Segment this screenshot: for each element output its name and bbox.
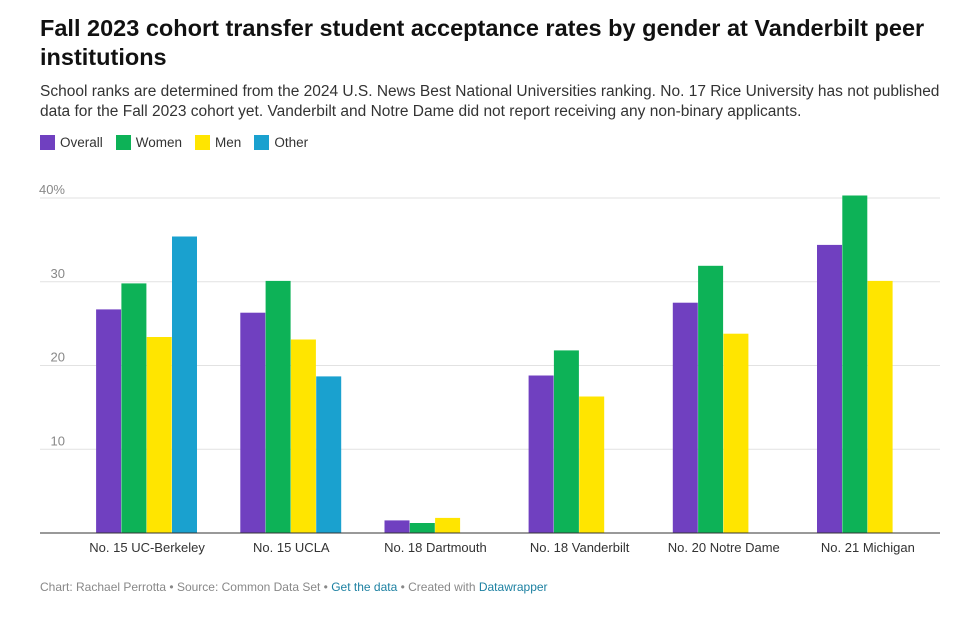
bar-other[interactable] [172, 236, 197, 534]
legend-label: Men [215, 135, 242, 150]
bar-overall[interactable] [817, 244, 842, 533]
bar-other[interactable] [316, 376, 342, 533]
bar-men[interactable] [146, 337, 172, 533]
bar-overall[interactable] [96, 309, 122, 533]
y-tick-label: 20 [51, 350, 65, 365]
y-tick-label: 40% [39, 182, 65, 197]
footer-credit: Chart: Rachael Perrotta [40, 580, 167, 594]
x-tick-label: No. 20 Notre Dame [668, 540, 780, 555]
footer-separator: • [320, 580, 332, 594]
bar-overall[interactable] [384, 520, 410, 533]
footer-source: Source: Common Data Set [176, 580, 321, 594]
get-data-link[interactable]: Get the data [331, 580, 398, 594]
bar-men[interactable] [290, 339, 316, 534]
y-tick-label: 10 [51, 433, 65, 448]
bars [96, 195, 893, 534]
x-tick-label: No. 21 Michigan [821, 540, 915, 555]
axes: No. 15 UC-Berkeley No. 15 UCLA No. 18 Dart… [40, 532, 940, 555]
legend-swatch [254, 135, 270, 150]
bar-overall[interactable] [672, 302, 698, 533]
legend-label: Other [274, 135, 309, 150]
legend-swatch [115, 135, 131, 150]
bar-women[interactable] [265, 280, 291, 533]
x-tick-label: No. 15 UCLA [253, 540, 330, 555]
bar-women[interactable] [842, 195, 868, 534]
footer-created-with: Created with [408, 580, 479, 594]
legend: Overall Women Men Other [40, 135, 308, 150]
bar-overall[interactable] [240, 312, 266, 533]
legend-item-men: Men [195, 135, 241, 150]
chart-subtitle: School ranks are determined from the 202… [40, 83, 940, 120]
chart-footer: Chart: Rachael Perrotta • Source: Common… [40, 580, 548, 594]
bar-women[interactable] [553, 350, 579, 533]
chart-title: Fall 2023 cohort transfer student accept… [40, 15, 925, 70]
bar-men[interactable] [435, 517, 461, 533]
bar-overall[interactable] [528, 375, 554, 534]
x-tick-label: No. 18 Vanderbilt [530, 540, 630, 555]
bar-men[interactable] [867, 280, 893, 533]
datawrapper-link[interactable]: Datawrapper [478, 580, 548, 594]
x-tick-label: No. 15 UC-Berkeley [89, 540, 205, 555]
bar-women[interactable] [409, 523, 435, 533]
legend-label: Overall [60, 135, 103, 150]
bar-women[interactable] [121, 283, 147, 533]
legend-label: Women [135, 135, 183, 150]
legend-swatch [40, 135, 55, 150]
legend-item-overall: Overall [40, 135, 103, 150]
footer-separator: • [166, 580, 177, 594]
legend-item-other: Other [254, 135, 308, 150]
bar-women[interactable] [698, 265, 724, 533]
footer-separator: • [397, 580, 409, 594]
bar-men[interactable] [579, 396, 605, 534]
y-tick-label: 30 [51, 266, 65, 281]
x-tick-label: No. 18 Dartmouth [384, 540, 487, 555]
legend-swatch [195, 135, 211, 150]
bar-men[interactable] [723, 333, 749, 533]
legend-item-women: Women [115, 135, 183, 150]
